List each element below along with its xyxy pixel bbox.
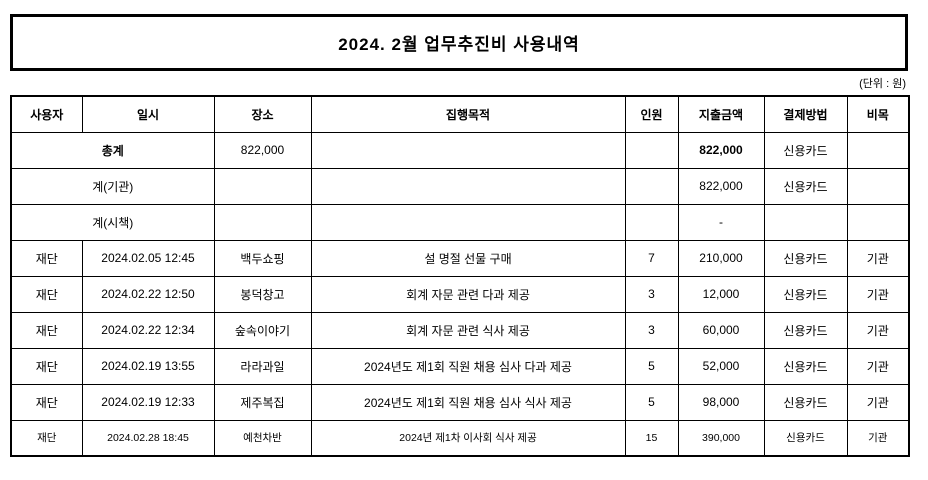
cell-people: 3 (624, 275, 679, 313)
cell-category: 기관 (846, 347, 910, 385)
cell-amount: 390,000 (677, 419, 765, 457)
cell-amount: 822,000 (677, 131, 765, 169)
cell-datetime: 2024.02.28 18:45 (81, 419, 215, 457)
expense-table: 사용자 일시 장소 집행목적 인원 지출금액 결제방법 비목 총계 822,00… (10, 95, 910, 457)
expense-row: 재단 2024.02.05 12:45 백두쇼핑 설 명절 선물 구매 7 21… (10, 239, 910, 277)
cell-place: 제주복집 (213, 383, 312, 421)
expense-row: 재단 2024.02.22 12:50 봉덕창고 회계 자문 관련 다과 제공 … (10, 275, 910, 313)
cell-user: 재단 (10, 383, 83, 421)
cell-place: 숲속이야기 (213, 311, 312, 349)
cell-user: 재단 (10, 419, 83, 457)
expense-row: 재단 2024.02.19 12:33 제주복집 2024년도 제1회 직원 채… (10, 383, 910, 421)
cell-amount: 822,000 (677, 167, 765, 205)
cell-purpose: 회계 자문 관련 다과 제공 (310, 275, 626, 313)
cell-category (846, 167, 910, 205)
cell-datetime: 2024.02.19 13:55 (81, 347, 215, 385)
cell-payment: 신용카드 (763, 131, 848, 169)
unit-label: (단위 : 원) (859, 78, 906, 90)
cell-amount: - (677, 203, 765, 241)
cell-category: 기관 (846, 239, 910, 277)
cell-payment: 신용카드 (763, 347, 848, 385)
cell-payment: 신용카드 (763, 239, 848, 277)
cell-purpose (310, 203, 626, 241)
cell-people (624, 131, 679, 169)
cell-category (846, 131, 910, 169)
cell-purpose (310, 167, 626, 205)
cell-people: 7 (624, 239, 679, 277)
cell-payment: 신용카드 (763, 275, 848, 313)
summary-row-institution: 계(기관) 822,000 신용카드 (10, 167, 910, 205)
cell-user: 재단 (10, 311, 83, 349)
cell-purpose: 2024년도 제1회 직원 채용 심사 식사 제공 (310, 383, 626, 421)
cell-people: 3 (624, 311, 679, 349)
col-header-payment: 결제방법 (763, 95, 848, 133)
cell-payment (763, 203, 848, 241)
col-header-user: 사용자 (10, 95, 83, 133)
cell-amount: 52,000 (677, 347, 765, 385)
cell-purpose: 설 명절 선물 구매 (310, 239, 626, 277)
cell-datetime: 2024.02.22 12:50 (81, 275, 215, 313)
cell-category: 기관 (846, 311, 910, 349)
cell-purpose: 2024년 제1차 이사회 식사 제공 (310, 419, 626, 457)
cell-user: 재단 (10, 275, 83, 313)
cell-purpose: 2024년도 제1회 직원 채용 심사 다과 제공 (310, 347, 626, 385)
cell-payment: 신용카드 (763, 419, 848, 457)
summary-label: 계(시책) (10, 203, 215, 241)
col-header-datetime: 일시 (81, 95, 215, 133)
col-header-category: 비목 (846, 95, 910, 133)
summary-label: 계(기관) (10, 167, 215, 205)
cell-people (624, 167, 679, 205)
expense-row: 재단 2024.02.19 13:55 라라과일 2024년도 제1회 직원 채… (10, 347, 910, 385)
cell-place: 백두쇼핑 (213, 239, 312, 277)
cell-people: 5 (624, 347, 679, 385)
cell-place: 봉덕창고 (213, 275, 312, 313)
cell-amount: 12,000 (677, 275, 765, 313)
summary-row-total: 총계 822,000 822,000 신용카드 (10, 131, 910, 169)
cell-datetime: 2024.02.19 12:33 (81, 383, 215, 421)
summary-label: 총계 (10, 131, 215, 169)
cell-amount: 210,000 (677, 239, 765, 277)
summary-place-amount: 822,000 (213, 131, 312, 169)
col-header-amount: 지출금액 (677, 95, 765, 133)
cell-amount: 98,000 (677, 383, 765, 421)
header-row: 사용자 일시 장소 집행목적 인원 지출금액 결제방법 비목 (10, 95, 910, 133)
cell-place: 예천차반 (213, 419, 312, 457)
report-title-box: 2024. 2월 업무추진비 사용내역 (10, 14, 908, 71)
cell-category: 기관 (846, 275, 910, 313)
cell-category: 기관 (846, 383, 910, 421)
col-header-purpose: 집행목적 (310, 95, 626, 133)
summary-place-amount (213, 203, 312, 241)
cell-datetime: 2024.02.05 12:45 (81, 239, 215, 277)
report-title: 2024. 2월 업무추진비 사용내역 (338, 35, 580, 54)
cell-people: 5 (624, 383, 679, 421)
cell-user: 재단 (10, 239, 83, 277)
cell-amount: 60,000 (677, 311, 765, 349)
cell-category: 기관 (846, 419, 910, 457)
cell-datetime: 2024.02.22 12:34 (81, 311, 215, 349)
cell-people (624, 203, 679, 241)
cell-place: 라라과일 (213, 347, 312, 385)
summary-row-policy: 계(시책) - (10, 203, 910, 241)
col-header-place: 장소 (213, 95, 312, 133)
cell-purpose: 회계 자문 관련 식사 제공 (310, 311, 626, 349)
cell-payment: 신용카드 (763, 311, 848, 349)
cell-payment: 신용카드 (763, 383, 848, 421)
summary-place-amount (213, 167, 312, 205)
expense-row: 재단 2024.02.22 12:34 숲속이야기 회계 자문 관련 식사 제공… (10, 311, 910, 349)
col-header-people: 인원 (624, 95, 679, 133)
expense-row: 재단 2024.02.28 18:45 예천차반 2024년 제1차 이사회 식… (10, 419, 910, 457)
cell-payment: 신용카드 (763, 167, 848, 205)
cell-category (846, 203, 910, 241)
cell-people: 15 (624, 419, 679, 457)
cell-purpose (310, 131, 626, 169)
cell-user: 재단 (10, 347, 83, 385)
